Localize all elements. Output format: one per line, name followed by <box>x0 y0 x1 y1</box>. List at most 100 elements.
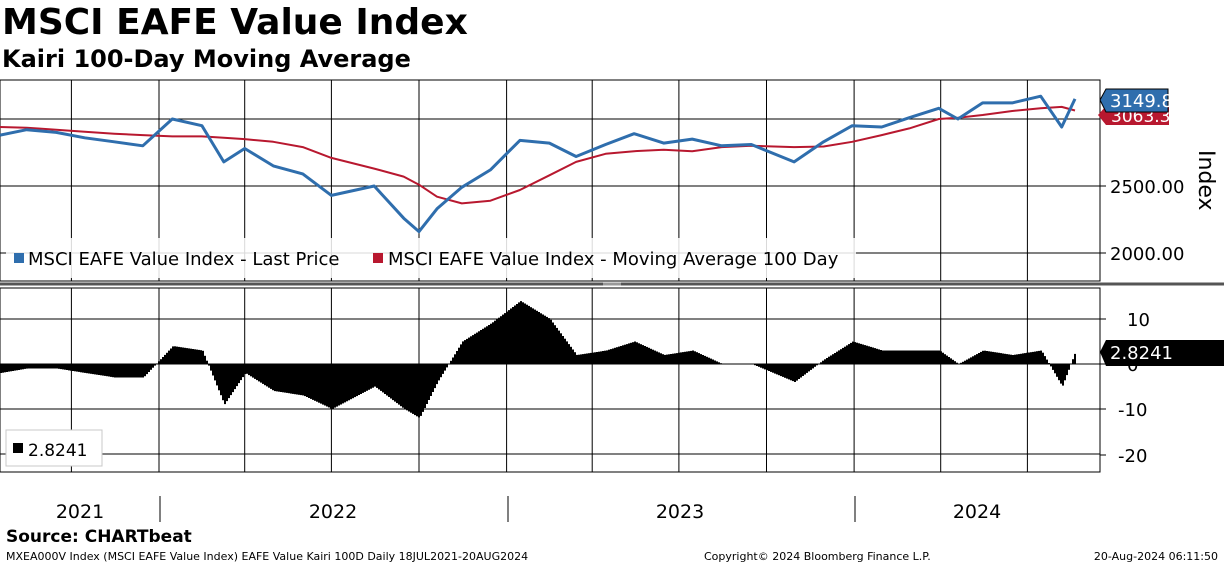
kairi-bar <box>770 364 772 372</box>
kairi-bar <box>556 327 558 364</box>
y-axis-label: Index <box>1193 150 1218 211</box>
kairi-bar <box>562 336 564 364</box>
kairi-bar <box>2 364 4 373</box>
kairi-bar <box>766 364 768 371</box>
kairi-bar <box>382 364 384 393</box>
kairi-bar <box>714 360 716 364</box>
kairi-bar <box>512 307 514 364</box>
kairi-bar <box>442 364 444 374</box>
kairi-bar <box>610 349 612 364</box>
kairi-bar <box>220 364 222 396</box>
price-value-label: 3149.86 <box>1110 91 1184 112</box>
kairi-bar <box>946 355 948 364</box>
kairi-bar <box>884 350 886 364</box>
kairi-bar <box>646 346 648 364</box>
kairi-bar <box>262 364 264 384</box>
x-year-label-2024: 2024 <box>953 501 1001 523</box>
kairi-bar <box>1054 364 1056 374</box>
kairi-bar <box>788 364 790 380</box>
kairi-bar <box>18 364 20 370</box>
kairi-bar <box>160 359 162 364</box>
kairi-bar <box>612 348 614 364</box>
kairi-bar <box>620 346 622 364</box>
kairi-bar <box>284 364 286 393</box>
kairi-bar <box>926 350 928 364</box>
kairi-bar <box>314 364 316 401</box>
kairi-bar <box>44 364 46 369</box>
kairi-bar <box>6 364 8 372</box>
kairi-bar <box>658 352 660 364</box>
kairi-bar <box>450 360 452 364</box>
chart-subtitle: Kairi 100-Day Moving Average <box>2 45 411 73</box>
kairi-bar <box>1004 353 1006 364</box>
kairi-bar <box>332 364 334 409</box>
kairi-bar <box>990 351 992 364</box>
kairi-bar <box>1062 364 1064 386</box>
kairi-bar <box>968 358 970 364</box>
kairi-bar <box>626 344 628 364</box>
y-tick-label-2000: 2000.00 <box>1110 244 1184 265</box>
kairi-bar <box>972 356 974 364</box>
kairi-bar <box>338 364 340 406</box>
kairi-bar <box>1030 352 1032 364</box>
kairi-bar <box>384 364 386 394</box>
kairi-bar <box>986 351 988 364</box>
legend-label-ma: MSCI EAFE Value Index - Moving Average 1… <box>388 249 839 270</box>
kairi-bar <box>906 350 908 364</box>
kairi-bar <box>604 350 606 364</box>
kairi-bar <box>566 341 568 364</box>
kairi-bar <box>854 342 856 364</box>
kairi-bar <box>948 357 950 364</box>
x-year-label-2021: 2021 <box>56 501 104 523</box>
kairi-bar <box>418 364 420 418</box>
top-y-axis: 2500.00 2000.00 Index <box>1100 150 1218 265</box>
kairi-bar <box>712 359 714 364</box>
kairi-bar <box>704 355 706 364</box>
kairi-bar <box>376 364 378 388</box>
kairi-bar <box>1056 364 1058 377</box>
kairi-bar <box>954 361 956 364</box>
kairi-bar <box>694 351 696 364</box>
kairi-bar <box>340 364 342 405</box>
kairi-bar <box>668 354 670 364</box>
kairi-bar <box>468 337 470 364</box>
kairi-bar <box>648 347 650 364</box>
kairi-bar <box>64 364 66 370</box>
kairi-bar <box>342 364 344 404</box>
kairi-bar <box>16 364 18 371</box>
kairi-bar <box>484 327 486 364</box>
kairi-bar <box>214 364 216 381</box>
kairi-bar <box>348 364 350 401</box>
kairi-bar <box>916 350 918 364</box>
kairi-bar <box>236 364 238 387</box>
kairi-bar <box>814 364 816 367</box>
kairi-bar <box>428 364 430 400</box>
kairi-bar <box>924 350 926 364</box>
kairi-bar <box>630 342 632 364</box>
kairi-bar <box>108 364 110 377</box>
kairi-bar <box>874 348 876 364</box>
kairi-bar <box>116 364 118 378</box>
kairi-bar <box>402 364 404 408</box>
kairi-bar <box>666 354 668 364</box>
kairi-bar <box>136 364 138 378</box>
kairi-bar <box>52 364 54 369</box>
kairi-bar <box>292 364 294 394</box>
kairi-bar <box>186 348 188 364</box>
kairi-bar <box>1052 364 1054 370</box>
kairi-bar <box>272 364 274 391</box>
kairi-bar <box>664 354 666 364</box>
kairi-bar <box>434 364 436 389</box>
kairi-bar <box>586 353 588 364</box>
kairi-bar <box>862 344 864 364</box>
kairi-bar <box>480 330 482 364</box>
kairi-bar <box>1040 350 1042 364</box>
kairi-bar <box>358 364 360 395</box>
kairi-bar <box>148 364 150 372</box>
kairi-bar <box>636 342 638 364</box>
y-tick-label-neg10: -10 <box>1118 400 1147 421</box>
kairi-bar <box>650 348 652 364</box>
kairi-bar <box>870 346 872 364</box>
kairi-bar <box>510 308 512 364</box>
kairi-bar <box>914 350 916 364</box>
